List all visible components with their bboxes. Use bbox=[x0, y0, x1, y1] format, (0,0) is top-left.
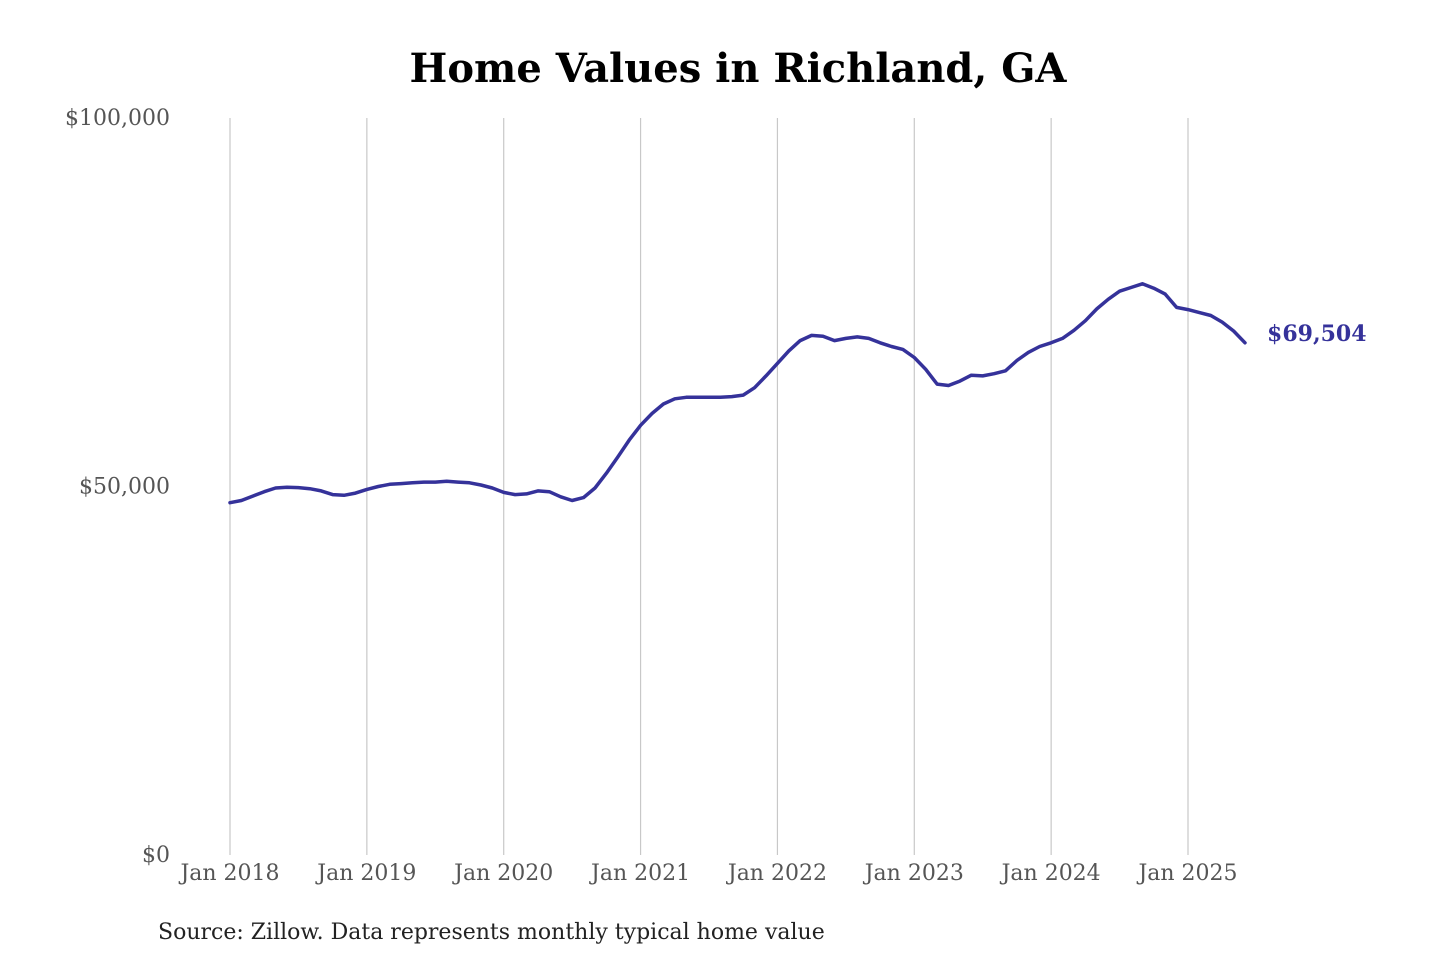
last-value-label: $69,504 bbox=[1267, 321, 1367, 347]
y-axis: $0 $50,000 $100,000 bbox=[65, 106, 170, 868]
x-tick-label: Jan 2018 bbox=[178, 861, 279, 886]
y-tick-label: $100,000 bbox=[65, 106, 170, 131]
x-axis: Jan 2018 Jan 2019 Jan 2020 Jan 2021 Jan 2022… bbox=[178, 861, 1237, 886]
home-value-line bbox=[228, 282, 1247, 505]
x-tick-label: Jan 2019 bbox=[315, 861, 416, 886]
source-note: Source: Zillow. Data represents monthly … bbox=[158, 920, 825, 945]
vertical-gridlines bbox=[229, 118, 1189, 855]
series-lines bbox=[228, 282, 1247, 505]
x-tick-label: Jan 2022 bbox=[726, 861, 827, 886]
chart-title: Home Values in Richland, GA bbox=[410, 45, 1068, 92]
y-tick-label: $50,000 bbox=[79, 475, 170, 500]
x-tick-label: Jan 2025 bbox=[1136, 861, 1237, 886]
x-tick-label: Jan 2021 bbox=[589, 861, 690, 886]
x-tick-label: Jan 2020 bbox=[452, 861, 553, 886]
x-tick-label: Jan 2024 bbox=[1000, 861, 1101, 886]
x-tick-label: Jan 2023 bbox=[863, 861, 964, 886]
y-tick-label: $0 bbox=[142, 843, 170, 868]
